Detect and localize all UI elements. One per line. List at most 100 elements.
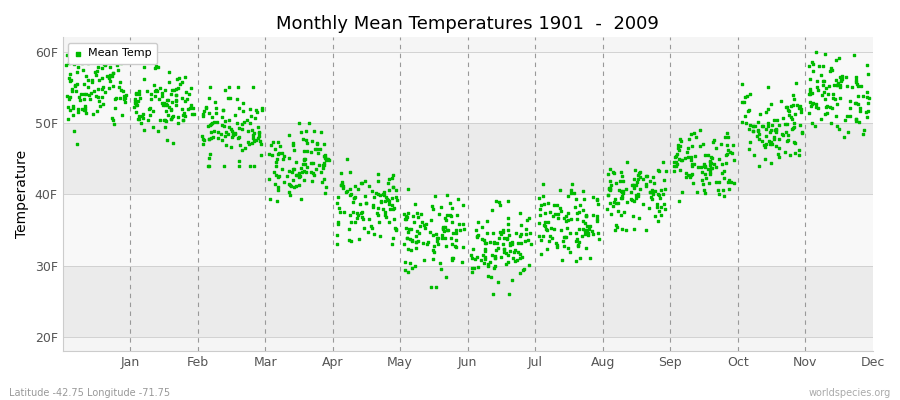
Mean Temp [715,170,729,176]
Mean Temp [628,192,643,198]
Mean Temp [77,105,92,112]
Mean Temp [235,121,249,128]
Mean Temp [113,95,128,101]
Mean Temp [170,76,184,82]
Mean Temp [842,98,857,104]
Mean Temp [806,61,821,68]
Mean Temp [289,158,303,165]
Mean Temp [500,235,514,242]
Mean Temp [488,253,502,259]
Mean Temp [828,96,842,103]
Mean Temp [180,96,194,102]
Mean Temp [679,170,693,176]
Mean Temp [656,177,670,184]
Mean Temp [478,253,492,260]
Mean Temp [370,210,384,216]
Mean Temp [70,69,85,76]
Mean Temp [454,227,468,233]
Mean Temp [155,90,169,96]
Mean Temp [825,91,840,97]
Mean Temp [849,76,863,83]
Mean Temp [400,214,414,220]
Mean Temp [611,186,625,193]
Mean Temp [95,94,110,100]
Mean Temp [571,241,585,248]
Mean Temp [290,172,304,178]
Mean Temp [484,206,499,213]
Mean Temp [547,211,562,217]
Mean Temp [524,241,538,247]
Mean Temp [331,219,346,226]
Mean Temp [815,78,830,84]
Mean Temp [488,254,502,261]
Mean Temp [817,96,832,102]
Mean Temp [251,129,266,135]
Mean Temp [721,178,735,185]
Mean Temp [400,234,415,241]
Mean Temp [224,144,238,150]
Mean Temp [379,214,393,220]
Mean Temp [814,116,828,122]
Mean Temp [237,119,251,126]
Mean Temp [443,200,457,207]
Mean Temp [438,243,453,250]
Mean Temp [159,96,174,103]
Mean Temp [104,78,118,84]
Mean Temp [343,192,357,198]
Mean Temp [333,209,347,216]
Mean Temp [518,225,533,232]
Mean Temp [314,168,328,175]
Mean Temp [164,91,178,97]
Mean Temp [768,126,782,133]
Mean Temp [400,268,415,275]
Mean Temp [785,126,799,132]
Mean Temp [706,139,721,145]
Mean Temp [86,88,101,94]
Mean Temp [149,88,164,94]
Mean Temp [500,215,515,221]
Mean Temp [769,126,783,133]
Mean Temp [377,198,392,204]
Mean Temp [71,64,86,70]
Mean Temp [833,74,848,80]
Mean Temp [720,142,734,148]
Mean Temp [284,169,299,176]
Mean Temp [679,173,693,180]
Mean Temp [739,92,753,99]
Mean Temp [820,103,834,110]
Mean Temp [330,232,345,238]
Mean Temp [786,124,800,131]
Mean Temp [818,111,832,117]
Mean Temp [377,212,392,218]
Mean Temp [646,191,661,197]
Mean Temp [769,129,783,135]
Mean Temp [228,130,242,136]
Mean Temp [166,99,180,106]
Mean Temp [690,164,705,171]
Mean Temp [437,214,452,221]
Mean Temp [92,77,106,84]
Mean Temp [91,93,105,100]
Mean Temp [780,121,795,128]
Mean Temp [590,197,605,203]
Mean Temp [382,206,397,213]
Mean Temp [722,186,736,192]
Mean Temp [670,145,685,152]
Mean Temp [438,224,453,230]
Mean Temp [443,212,457,219]
Mean Temp [196,113,211,119]
Mean Temp [451,196,465,202]
Mean Temp [758,144,772,150]
Mean Temp [280,173,294,179]
Mean Temp [500,259,515,266]
Mean Temp [80,76,94,83]
Mean Temp [639,227,653,233]
Mean Temp [803,76,817,82]
Mean Temp [269,159,284,165]
Mean Temp [99,60,113,66]
Mean Temp [155,100,169,106]
Mean Temp [195,141,210,147]
Mean Temp [670,161,685,168]
Mean Temp [802,90,816,97]
Mean Temp [149,63,164,69]
